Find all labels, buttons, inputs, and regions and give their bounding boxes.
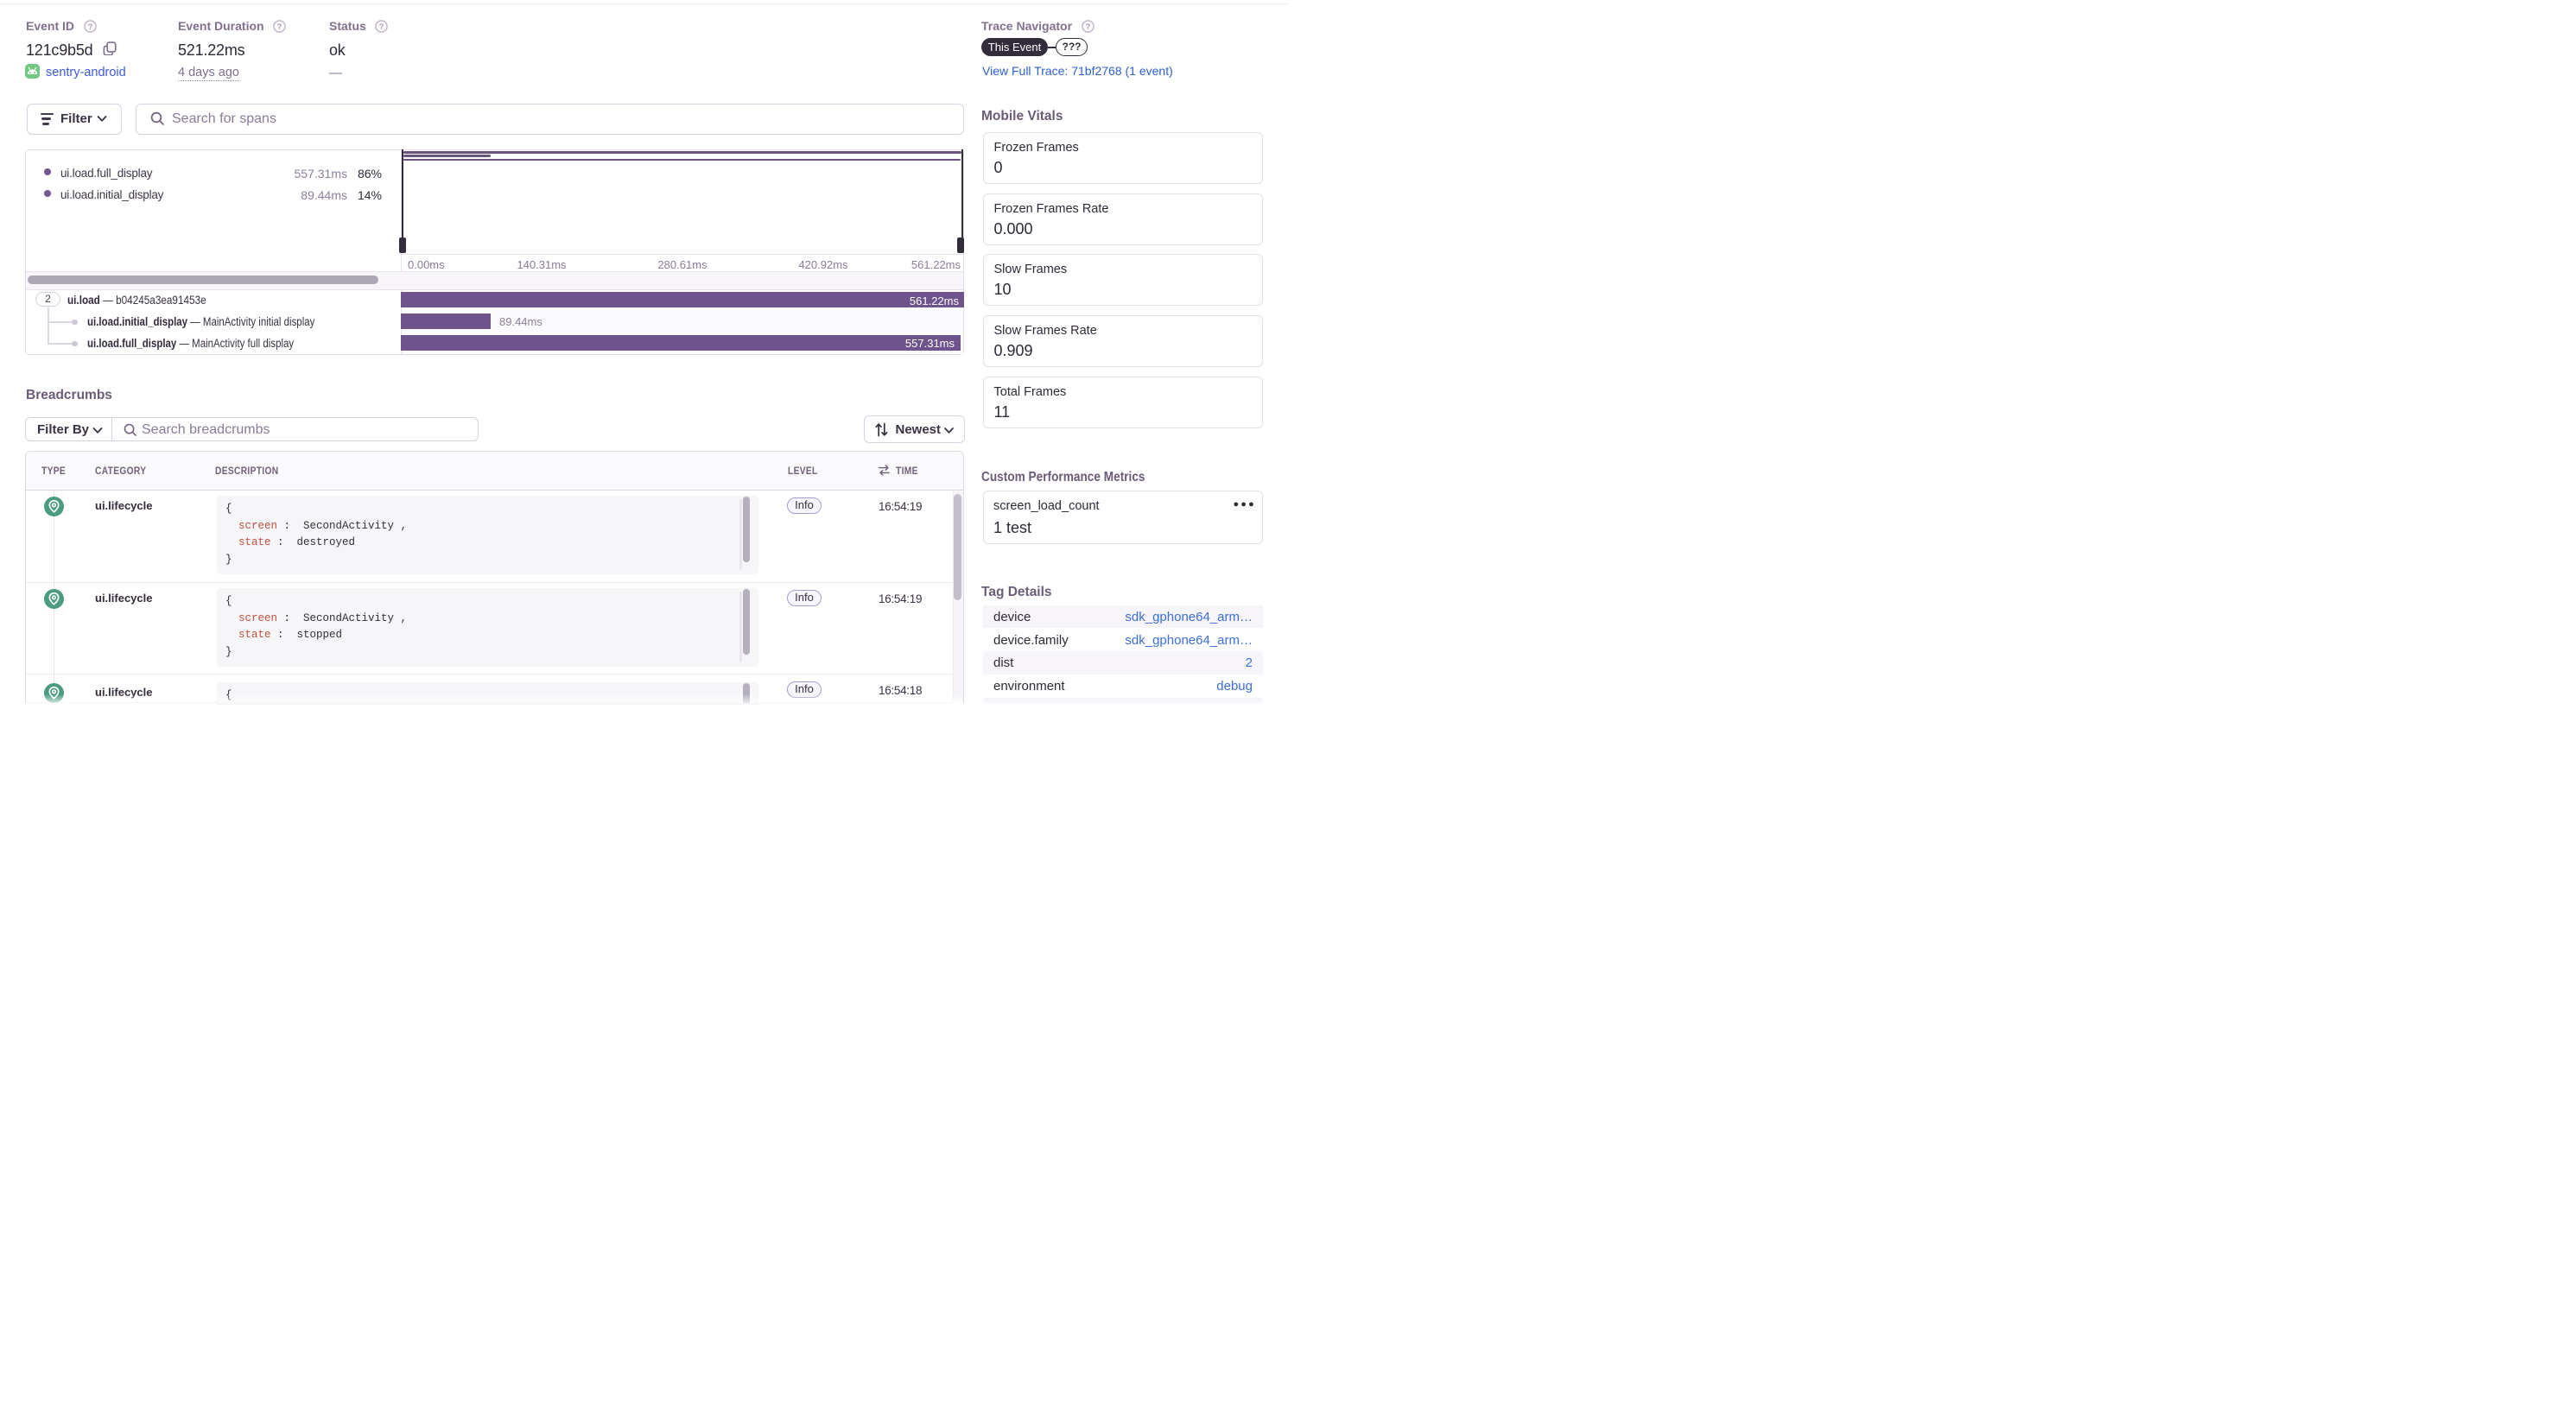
- svg-text:?: ?: [88, 22, 93, 32]
- svg-text:?: ?: [1086, 22, 1091, 32]
- svg-text:?: ?: [379, 22, 384, 32]
- svg-text:?: ?: [277, 22, 282, 32]
